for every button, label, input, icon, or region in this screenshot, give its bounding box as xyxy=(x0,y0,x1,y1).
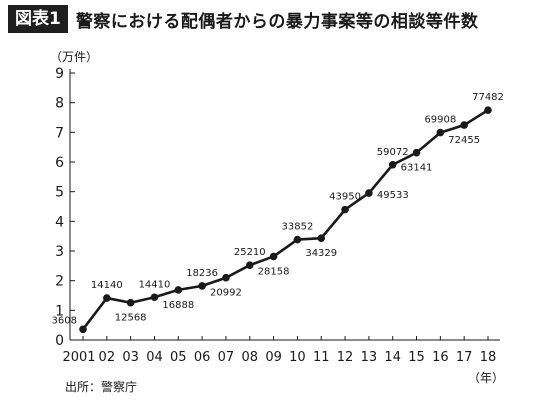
x-tick-label: 17 xyxy=(456,350,473,365)
data-label: 25210 xyxy=(234,247,266,258)
x-tick-label: 02 xyxy=(99,350,116,365)
data-point xyxy=(79,325,87,334)
data-point xyxy=(436,128,445,137)
y-tick-label: 8 xyxy=(55,96,64,112)
x-axis-unit-label: （年） xyxy=(468,371,505,385)
y-tick-label: 7 xyxy=(55,125,64,141)
source-note: 出所：警察庁 xyxy=(65,380,138,394)
data-label: 14140 xyxy=(91,280,123,291)
y-tick-label: 3 xyxy=(55,244,64,260)
x-tick-label: 06 xyxy=(194,350,211,365)
data-label: 12568 xyxy=(115,313,147,324)
data-label: 34329 xyxy=(305,248,337,259)
x-tick-label: 13 xyxy=(361,350,378,365)
data-point xyxy=(222,273,230,282)
data-point xyxy=(388,160,397,169)
x-tick-label: 10 xyxy=(289,350,306,365)
x-tick-label: 14 xyxy=(384,350,401,365)
data-point xyxy=(460,121,468,129)
x-tick-label: 16 xyxy=(432,350,449,365)
x-tick-label: 12 xyxy=(337,350,354,365)
data-point xyxy=(341,205,349,214)
data-label: 28158 xyxy=(258,266,290,277)
x-tick-label: 2001 xyxy=(62,350,95,365)
chart-title: 警察における配偶者からの暴力事案等の相談等件数 xyxy=(75,11,479,32)
y-tick-label: 6 xyxy=(55,155,64,171)
x-tick-label: 03 xyxy=(122,350,139,365)
data-point xyxy=(103,294,111,302)
y-tick-label: 1 xyxy=(55,303,64,319)
y-tick-label: 2 xyxy=(55,274,64,290)
data-point xyxy=(293,235,302,244)
data-label: 63141 xyxy=(401,163,433,174)
data-point xyxy=(126,298,135,307)
y-tick-label: 4 xyxy=(55,214,64,230)
x-tick-label: 11 xyxy=(313,350,330,365)
data-point xyxy=(317,234,326,242)
data-label: 49533 xyxy=(377,190,409,201)
x-tick-label: 04 xyxy=(146,350,163,365)
data-label: 59072 xyxy=(377,147,409,158)
x-tick-label: 05 xyxy=(170,350,187,365)
figure-header: 図表1 警察における配偶者からの暴力事案等の相談等件数 xyxy=(8,4,478,34)
data-label: 69908 xyxy=(424,115,456,126)
figure-label: 図表1 xyxy=(8,5,68,33)
data-point xyxy=(174,286,183,294)
data-label: 16888 xyxy=(162,300,194,311)
data-label: 14410 xyxy=(139,279,171,290)
x-tick-label: 07 xyxy=(218,350,235,365)
data-point xyxy=(269,252,278,261)
y-tick-label: 9 xyxy=(55,66,64,82)
data-point xyxy=(484,106,492,114)
x-tick-label: 08 xyxy=(241,350,258,365)
data-label: 77482 xyxy=(472,92,504,103)
data-point xyxy=(198,282,206,290)
data-point xyxy=(365,189,373,197)
x-tick-label: 18 xyxy=(480,350,497,365)
data-point xyxy=(245,261,254,270)
y-tick-label: 0 xyxy=(55,333,64,349)
data-label: 3608 xyxy=(52,315,77,326)
data-point xyxy=(150,293,159,302)
y-tick-label: 5 xyxy=(55,185,64,201)
x-tick-label: 09 xyxy=(265,350,282,365)
data-label: 72455 xyxy=(448,135,480,146)
series-line xyxy=(81,109,489,331)
data-label: 43950 xyxy=(329,192,361,203)
data-label: 20992 xyxy=(210,288,242,299)
data-label: 18236 xyxy=(186,268,218,279)
x-tick-label: 15 xyxy=(408,350,425,365)
data-label: 33852 xyxy=(282,222,314,233)
y-axis-unit-label: （万件） xyxy=(50,50,99,64)
data-point xyxy=(412,148,421,157)
